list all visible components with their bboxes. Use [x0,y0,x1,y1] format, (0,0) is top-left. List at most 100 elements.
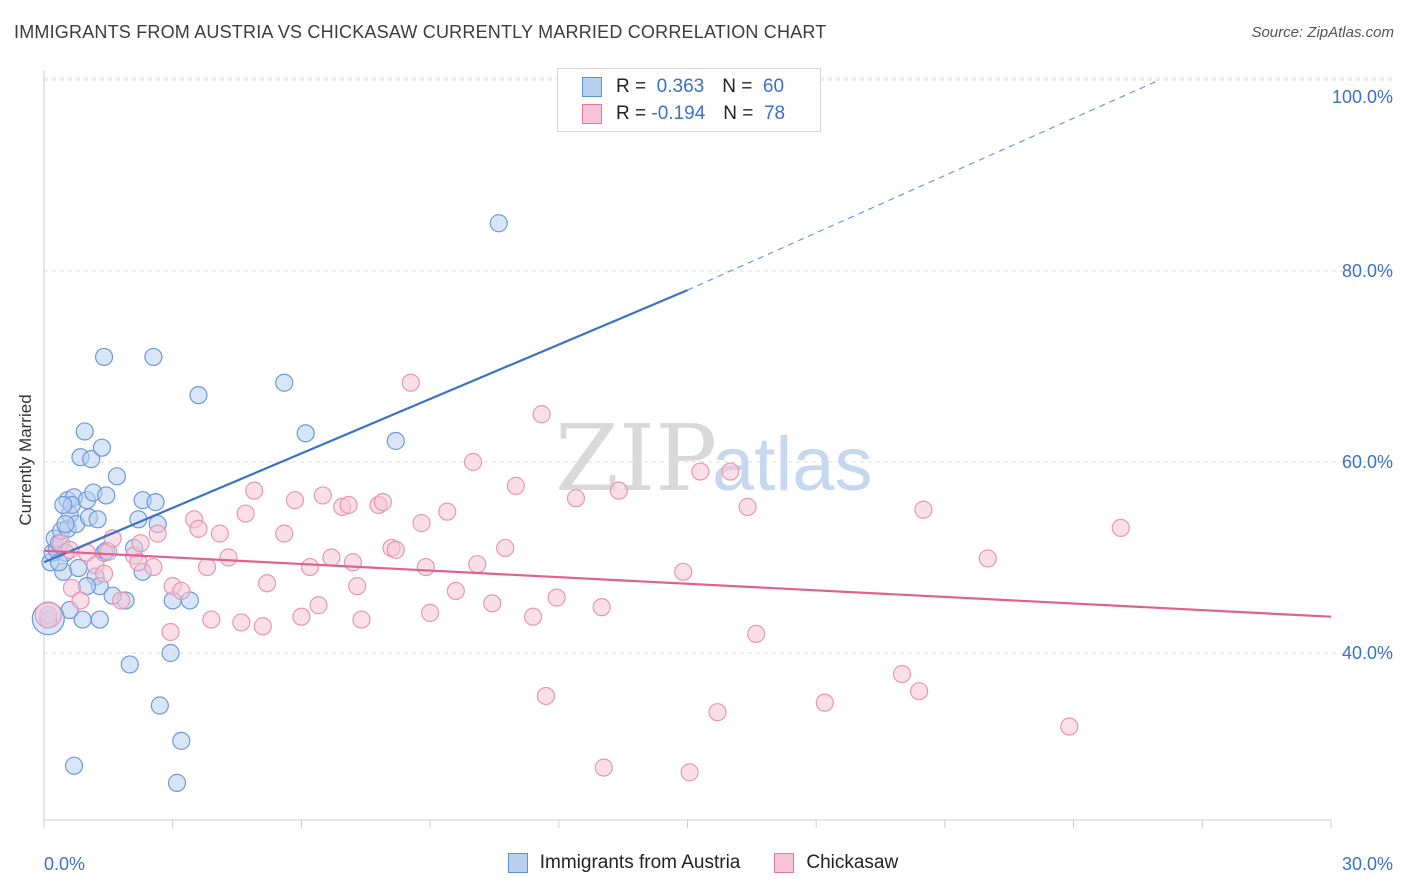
point-chickasaw [343,553,362,572]
y-axis-label: Currently Married [16,394,35,526]
series-legend-chickasaw: Chickasaw [774,852,898,874]
legend-n-label: N = [722,76,753,97]
point-chickasaw [245,481,264,500]
point-chickasaw [275,524,294,543]
trendline-austria-extension [687,79,1160,291]
y-tick-label: 100.0% [1332,87,1393,107]
point-austria [167,773,187,792]
point-austria [146,493,165,512]
point-chickasaw [680,763,699,782]
point-chickasaw [339,495,358,515]
legend-n-value-chickasaw: 78 [763,103,786,124]
point-chickasaw [691,462,710,481]
point-austria [75,422,94,441]
y-tick-label: 40.0% [1342,643,1393,663]
point-chickasaw [463,452,483,472]
correlation-legend: R = 0.363 N = 60 R = -0.194 N = 78 [557,68,821,132]
x-tick-label-max: 30.0% [1342,854,1393,874]
point-austria [97,486,116,505]
point-chickasaw [71,591,90,610]
series-name-chickasaw: Chickasaw [806,852,899,873]
point-chickasaw [536,686,556,706]
point-chickasaw [446,581,465,601]
series-name-austria: Immigrants from Austria [539,852,741,873]
point-austria [120,655,139,674]
point-austria [54,495,73,515]
point-chickasaw [566,489,586,508]
point-chickasaw [253,617,272,636]
point-austria [172,731,191,750]
point-chickasaw [386,540,405,559]
point-chickasaw [148,524,167,543]
point-chickasaw [914,500,933,519]
point-austria [150,696,169,715]
legend-n-label: N = [723,103,754,124]
point-chickasaw-large [34,601,62,629]
point-chickasaw [348,577,367,596]
series-swatch-chickasaw [774,853,795,873]
point-chickasaw [892,664,912,684]
legend-swatch-chickasaw [582,104,602,124]
series-legend-austria: Immigrants from Austria [507,852,741,874]
chart-title: IMMIGRANTS FROM AUSTRIA VS CHICKASAW CUR… [14,22,827,42]
point-chickasaw [172,581,191,601]
point-chickasaw [674,562,693,581]
point-chickasaw [592,598,611,617]
point-austria [386,431,405,451]
point-chickasaw [219,548,238,567]
point-chickasaw [236,504,255,523]
legend-r-value-chickasaw: -0.194 [651,103,706,124]
point-austria [82,450,101,469]
point-chickasaw [197,557,217,577]
point-chickasaw [506,476,526,495]
point-chickasaw [547,588,566,607]
point-chickasaw [232,613,251,632]
point-chickasaw [721,462,740,481]
legend-row-chickasaw: R = -0.194 N = 78 [582,101,785,127]
point-austria [489,214,508,233]
point-chickasaw [322,548,341,567]
point-austria [90,610,109,629]
point-chickasaw [373,493,393,512]
point-austria [296,424,315,443]
legend-n-value-austria: 60 [762,76,785,97]
point-chickasaw [285,491,305,510]
legend-r-label: R = [616,76,647,97]
legend-swatch-austria [582,77,602,97]
point-austria [144,347,163,367]
point-chickasaw [815,693,834,712]
source-label: Source: ZipAtlas.com [1251,24,1394,41]
point-chickasaw [609,481,628,500]
point-chickasaw [438,502,457,521]
point-austria [189,386,208,405]
series-swatch-austria [507,853,528,873]
point-chickasaw [313,486,332,505]
point-chickasaw [62,578,81,598]
point-chickasaw [978,549,997,568]
legend-r-label: R = [616,103,647,124]
legend-r-value-austria: 0.363 [656,76,705,97]
point-chickasaw [1060,717,1079,736]
point-austria [161,643,180,663]
point-chickasaw [210,524,229,543]
point-chickasaw [421,603,440,622]
watermark-atlas: atlas [712,422,873,507]
x-tick-label-min: 0.0% [44,854,85,874]
point-chickasaw [483,594,502,613]
point-chickasaw [202,610,221,629]
point-austria [92,438,112,457]
point-chickasaw [910,682,929,701]
point-austria [107,467,127,486]
point-chickasaw [112,591,131,610]
point-chickasaw [189,519,208,538]
point-chickasaw [412,514,431,533]
point-chickasaw [496,538,515,558]
point-chickasaw [257,574,277,593]
trendline-austria [43,289,688,564]
point-chickasaw [747,624,766,644]
point-chickasaw [309,596,328,615]
point-austria [69,558,88,578]
point-chickasaw [708,703,727,722]
point-chickasaw [532,405,551,424]
